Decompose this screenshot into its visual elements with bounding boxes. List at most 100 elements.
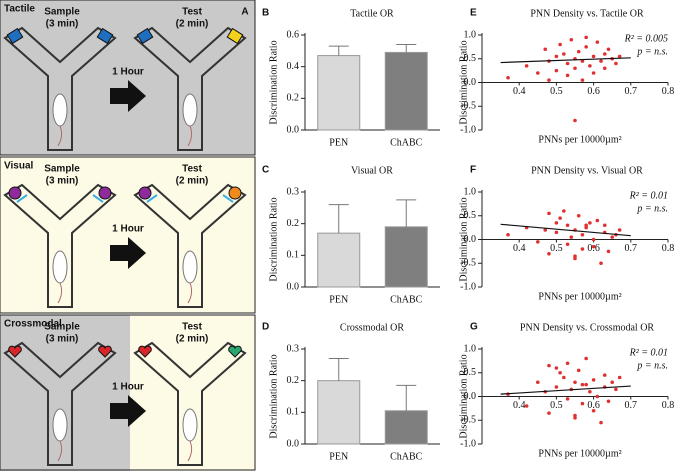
point — [506, 232, 510, 237]
phase-time: (3 min) — [46, 334, 79, 345]
bar — [384, 51, 428, 131]
y-axis-label: Discrimination Ratio — [458, 40, 469, 124]
row-bg — [130, 315, 255, 471]
x-tick-label: 0.8 — [662, 243, 675, 254]
point — [595, 218, 600, 223]
object — [6, 27, 24, 45]
y-axis-label: Discrimination Ratio — [268, 40, 279, 124]
chart-title: PNN Density vs. Crossmodal OR — [520, 322, 655, 333]
delay-label: 1 Hour — [112, 224, 144, 235]
y-tick-label: 0.0 — [287, 438, 300, 449]
maze — [3, 341, 117, 466]
point — [565, 242, 570, 247]
tail — [187, 440, 193, 462]
maze — [133, 341, 247, 466]
phase-label: Test — [182, 164, 202, 175]
tail — [187, 282, 193, 304]
object — [8, 345, 22, 358]
phase-label: Sample — [44, 164, 80, 175]
x-tick-label: PEN — [329, 451, 348, 462]
barrier — [16, 194, 28, 203]
y-axis-label: Discrimination Ratio — [458, 197, 469, 281]
point — [536, 71, 540, 75]
point — [558, 370, 562, 375]
point — [576, 49, 581, 54]
annotation: p = n.s. — [636, 46, 668, 57]
point — [617, 228, 622, 232]
panel-letter: B — [262, 8, 269, 19]
annotation: R² = 0.01 — [629, 190, 668, 201]
row-border — [0, 314, 256, 471]
point — [576, 213, 581, 218]
object — [138, 345, 152, 358]
point — [554, 385, 559, 389]
x-tick-label: 0.8 — [662, 86, 675, 97]
point — [573, 118, 577, 123]
mouse — [52, 250, 68, 284]
annotation: p = n.s. — [636, 360, 668, 371]
point — [576, 368, 581, 373]
point — [569, 37, 574, 42]
point — [580, 401, 585, 406]
point — [506, 75, 510, 80]
object — [98, 345, 112, 358]
point — [573, 66, 577, 71]
row-label: Tactile — [4, 4, 35, 15]
chart-title: Tactile OR — [350, 8, 394, 19]
chart-title: PNN Density vs. Visual OR — [531, 165, 643, 176]
point — [547, 411, 551, 415]
x-tick-label: 0.7 — [625, 400, 638, 411]
barrier — [222, 194, 234, 203]
mouse — [52, 93, 68, 127]
bar — [384, 410, 428, 445]
bar — [317, 232, 361, 288]
y-tick-label: 0.5 — [464, 210, 477, 221]
y-axis-label: Discrimination Ratio — [268, 354, 279, 438]
point — [565, 73, 570, 78]
bar — [317, 55, 361, 131]
trend-line — [500, 57, 631, 64]
object — [8, 186, 22, 200]
point — [599, 420, 603, 425]
maze — [133, 26, 247, 151]
point — [595, 394, 600, 399]
y-tick-label: -1.0 — [460, 124, 476, 135]
phase-label: Sample — [44, 322, 80, 333]
y-tick-label: 0.3 — [287, 186, 300, 197]
x-tick-label: 0.7 — [625, 86, 638, 97]
tail — [57, 440, 63, 462]
barrier — [146, 194, 158, 203]
y-tick-label: 1.0 — [464, 343, 477, 354]
y-tick-label: 0.2 — [287, 375, 300, 386]
mouse — [182, 408, 198, 442]
y-tick-label: -0.5 — [460, 258, 476, 269]
x-tick-label: PEN — [329, 137, 348, 148]
point — [617, 375, 622, 380]
point — [558, 42, 562, 47]
y-tick-label: 0.6 — [287, 29, 300, 40]
barrier — [92, 194, 104, 203]
point — [584, 382, 588, 387]
point — [536, 240, 540, 244]
chart-title: Crossmodal OR — [340, 322, 405, 333]
arrow — [110, 237, 146, 269]
row-bg — [0, 156, 256, 314]
point — [584, 356, 588, 361]
row-label: Visual — [4, 161, 33, 172]
x-tick-label: 0.6 — [587, 86, 600, 97]
panel-letter: E — [470, 8, 477, 19]
point — [565, 61, 570, 66]
object — [226, 27, 244, 45]
object — [96, 27, 114, 45]
object — [98, 186, 112, 200]
point — [591, 244, 596, 249]
point — [554, 68, 559, 73]
point — [536, 380, 540, 385]
bar — [384, 226, 428, 288]
phase-time: (2 min) — [176, 19, 209, 30]
tail — [57, 125, 63, 147]
annotation: R² = 0.01 — [629, 347, 668, 358]
x-tick-label: 0.5 — [550, 400, 563, 411]
y-tick-label: 0.0 — [287, 124, 300, 135]
point — [562, 52, 566, 56]
